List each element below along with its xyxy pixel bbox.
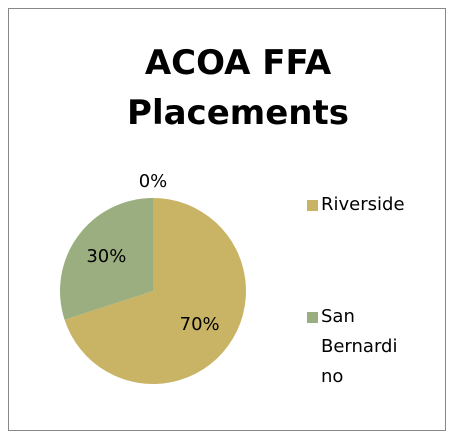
legend-label: San Bernardino bbox=[321, 306, 398, 387]
legend-item: San Bernardino bbox=[307, 302, 407, 392]
legend-label: Riverside bbox=[321, 194, 405, 215]
pie-slice bbox=[64, 198, 246, 384]
chart-frame bbox=[8, 8, 446, 431]
pie-slice bbox=[59, 198, 153, 320]
data-label: 30% bbox=[86, 246, 126, 267]
legend-swatch bbox=[307, 200, 318, 211]
data-label: 0% bbox=[139, 171, 168, 192]
chart-title: ACOA FFA Placements bbox=[127, 43, 349, 133]
legend-swatch bbox=[307, 312, 318, 323]
data-label: 70% bbox=[180, 314, 220, 335]
legend-item: Riverside bbox=[307, 190, 407, 220]
